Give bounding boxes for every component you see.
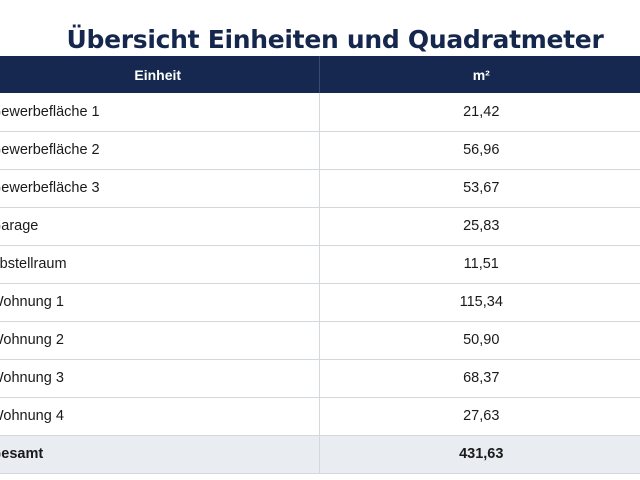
column-header-area: m²: [472, 66, 490, 83]
table-row: Wohnung 4 27,63: [0, 397, 640, 436]
units-table: Einheit m² Gewerbefläche 1 21,42 Gewerbe…: [0, 56, 640, 474]
total-label-cell: Gesamt: [0, 435, 320, 474]
area-cell: 53,67: [319, 169, 640, 208]
table-header-row: Einheit m²: [0, 56, 640, 93]
table-row: Abstellraum 11,51: [0, 245, 640, 284]
unit-name-cell: Gewerbefläche 1: [0, 93, 320, 132]
column-header-unit: Einheit: [0, 56, 320, 93]
total-row: Gesamt 431,63: [0, 435, 640, 474]
area-cell: 56,96: [319, 131, 640, 170]
area-cell: 50,90: [319, 321, 640, 360]
unit-name-cell: Wohnung 2: [0, 321, 320, 360]
area-cell: 25,83: [319, 207, 640, 246]
area-cell: 11,51: [319, 245, 640, 284]
table-row: Gewerbefläche 2 56,96: [0, 131, 640, 170]
unit-name-cell: Abstellraum: [0, 245, 320, 284]
area-cell: 21,42: [319, 93, 640, 132]
table-row: Wohnung 1 115,34: [0, 283, 640, 322]
table-row: Garage 25,83: [0, 207, 640, 246]
unit-name-cell: Gewerbefläche 3: [0, 169, 320, 208]
area-cell: 115,34: [319, 283, 640, 322]
area-cell: 68,37: [319, 359, 640, 398]
unit-name-cell: Wohnung 4: [0, 397, 320, 436]
table-row: Gewerbefläche 1 21,42: [0, 93, 640, 132]
unit-name-cell: Garage: [0, 207, 320, 246]
page-title: Übersicht Einheiten und Quadratmeter: [66, 24, 604, 54]
total-area-cell: 431,63: [319, 435, 640, 474]
table-row: Wohnung 3 68,37: [0, 359, 640, 398]
table-row: Wohnung 2 50,90: [0, 321, 640, 360]
unit-name-cell: Gewerbefläche 2: [0, 131, 320, 170]
table-row: Gewerbefläche 3 53,67: [0, 169, 640, 208]
unit-name-cell: Wohnung 3: [0, 359, 320, 398]
area-cell: 27,63: [319, 397, 640, 436]
unit-name-cell: Wohnung 1: [0, 283, 320, 322]
